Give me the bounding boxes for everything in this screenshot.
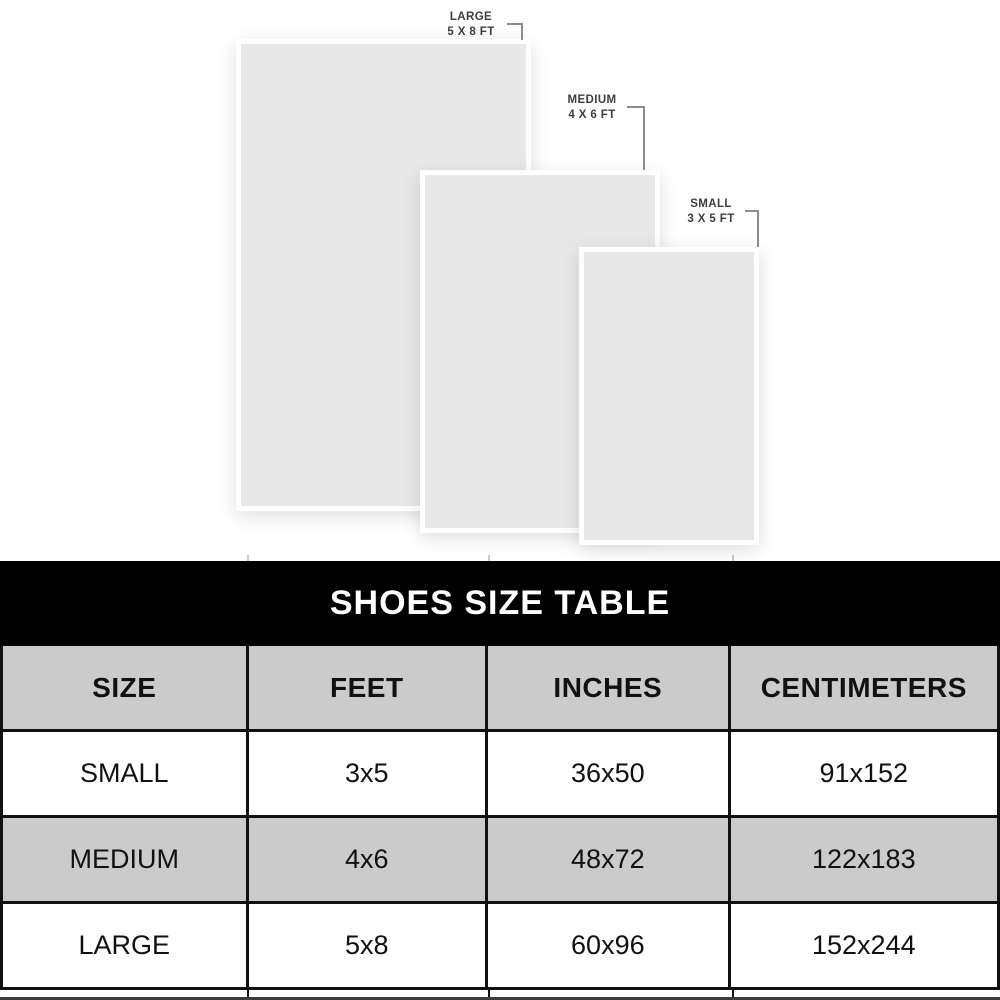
table-row-large: LARGE 5x8 60x96 152x244 xyxy=(0,904,1000,990)
large-size-label: LARGE 5 X 8 FT xyxy=(438,10,504,40)
cell-size: MEDIUM xyxy=(3,818,249,901)
column-divider-mark xyxy=(247,555,249,561)
small-connector-line-horizontal xyxy=(745,210,759,212)
medium-size-name: MEDIUM xyxy=(567,94,617,106)
column-divider-mark xyxy=(732,990,734,997)
column-divider-mark xyxy=(247,990,249,997)
large-size-name: LARGE xyxy=(449,11,493,23)
table-top-strip xyxy=(0,555,1000,561)
size-table-section: SHOES SIZE TABLE SIZE FEET INCHES CENTIM… xyxy=(0,555,1000,1000)
cell-centimeters: 91x152 xyxy=(819,758,909,788)
cell-size: LARGE xyxy=(3,904,249,987)
rug-size-diagram: LARGE 5 X 8 FT MEDIUM 4 X 6 FT SMALL 3 X… xyxy=(236,10,759,545)
cell-inches: 36x50 xyxy=(488,732,731,815)
header-feet: FEET xyxy=(249,646,489,729)
medium-connector-line-horizontal xyxy=(627,106,645,108)
large-connector-line-horizontal xyxy=(507,23,523,25)
table-row-small: SMALL 3x5 36x50 91x152 xyxy=(0,732,1000,818)
column-divider-mark xyxy=(732,555,734,561)
cell-inches: 48x72 xyxy=(488,818,731,901)
header-size: SIZE xyxy=(3,646,249,729)
header-centimeters: CENTIMETERS xyxy=(760,671,967,703)
cell-feet: 3x5 xyxy=(249,732,489,815)
cell-feet: 5x8 xyxy=(249,904,489,987)
header-inches: INCHES xyxy=(488,646,731,729)
table-header-row: SIZE FEET INCHES CENTIMETERS xyxy=(0,646,1000,732)
medium-connector-line-vertical xyxy=(643,106,645,170)
small-size-dimensions: 3 X 5 FT xyxy=(687,212,735,225)
cell-size: SMALL xyxy=(3,732,249,815)
column-divider-mark xyxy=(488,555,490,561)
small-connector-line-vertical xyxy=(757,210,759,247)
table-row-medium: MEDIUM 4x6 48x72 122x183 xyxy=(0,818,1000,904)
medium-size-dimensions: 4 X 6 FT xyxy=(568,108,616,121)
cell-feet: 4x6 xyxy=(249,818,489,901)
large-connector-line-vertical xyxy=(521,23,523,40)
table-bottom-strip xyxy=(0,990,1000,1000)
large-size-dimensions: 5 X 8 FT xyxy=(447,25,495,38)
medium-size-label: MEDIUM 4 X 6 FT xyxy=(560,93,624,123)
cell-inches: 60x96 xyxy=(488,904,731,987)
small-rug-swatch xyxy=(579,247,759,545)
table-title: SHOES SIZE TABLE xyxy=(0,561,1000,646)
small-size-label: SMALL 3 X 5 FT xyxy=(680,197,742,227)
cell-centimeters: 122x183 xyxy=(811,844,916,874)
cell-centimeters: 152x244 xyxy=(811,930,916,960)
small-size-name: SMALL xyxy=(690,198,732,210)
column-divider-mark xyxy=(488,990,490,997)
